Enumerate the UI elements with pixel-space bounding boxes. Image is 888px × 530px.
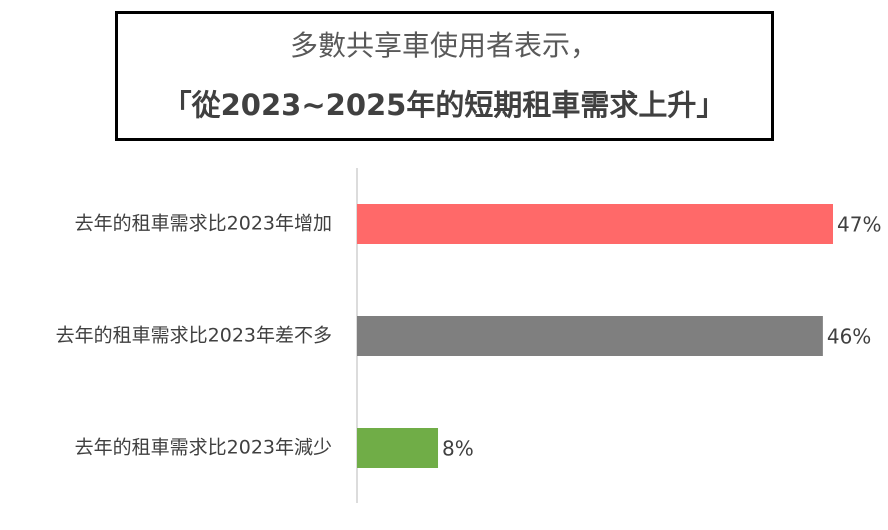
bar [357,316,823,356]
chart-subtitle: 「從2023~2025年的短期租車需求上升」 [163,88,726,122]
category-label: 去年的租車需求比2023年差不多 [56,325,332,347]
chart-title: 多數共享車使用者表示， [290,29,598,62]
value-label: 47% [837,213,881,237]
value-label: 8% [442,437,474,461]
bar [357,204,833,244]
value-label: 46% [827,325,871,349]
category-label: 去年的租車需求比2023年減少 [75,437,332,459]
title-box [115,11,774,141]
bar [357,428,439,468]
category-label: 去年的租車需求比2023年增加 [75,213,332,235]
